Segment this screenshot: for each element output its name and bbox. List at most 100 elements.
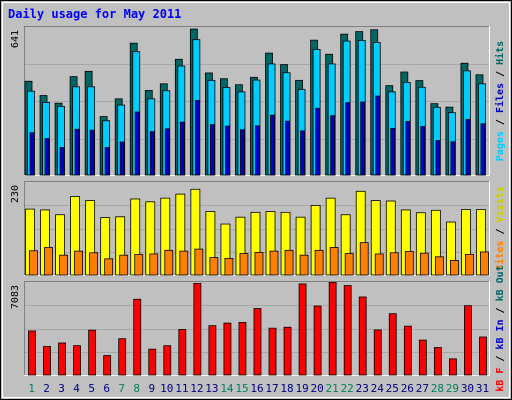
pages-bar-25 xyxy=(390,127,396,176)
sites-bar-27 xyxy=(419,252,429,276)
sites-bar-12 xyxy=(194,248,204,276)
chart-title: Daily usage for May 2011 xyxy=(8,7,181,21)
day-label-13: 13 xyxy=(205,382,218,395)
day-label-14: 14 xyxy=(220,382,234,395)
kbf-bar-17 xyxy=(268,327,277,376)
day-label-2: 2 xyxy=(43,382,50,395)
day-label-6: 6 xyxy=(103,382,110,395)
kbf-bar-10 xyxy=(163,345,172,376)
pages-bar-23 xyxy=(360,101,366,176)
pages-bar-5 xyxy=(89,129,95,176)
sites-bar-20 xyxy=(314,249,324,276)
kbf-bar-22 xyxy=(343,285,352,376)
pages-bar-6 xyxy=(104,147,110,176)
day-label-11: 11 xyxy=(175,382,188,395)
day-label-25: 25 xyxy=(386,382,399,395)
kbf-bar-12 xyxy=(193,282,202,376)
day-label-18: 18 xyxy=(280,382,293,395)
kbf-bar-9 xyxy=(148,348,157,376)
sites-bar-19 xyxy=(299,254,309,276)
sites-bar-10 xyxy=(164,249,174,276)
kbf-bar-31 xyxy=(479,336,487,376)
pages-bar-28 xyxy=(435,140,441,176)
kbf-bar-19 xyxy=(298,283,307,376)
sites-bar-28 xyxy=(434,256,444,276)
pages-bar-17 xyxy=(270,114,275,176)
day-label-29: 29 xyxy=(446,382,459,395)
kbf-bar-30 xyxy=(464,305,472,376)
kbf-bar-13 xyxy=(208,325,217,376)
day-label-23: 23 xyxy=(356,382,369,395)
day-label-9: 9 xyxy=(148,382,155,395)
day-label-17: 17 xyxy=(265,382,278,395)
pages-bar-11 xyxy=(179,121,185,176)
sites-bar-2 xyxy=(44,247,53,276)
sites-bar-4 xyxy=(74,250,83,276)
day-label-31: 31 xyxy=(476,382,489,395)
pages-bar-14 xyxy=(225,125,230,176)
pages-bar-20 xyxy=(315,107,321,176)
day-label-30: 30 xyxy=(461,382,474,395)
legend-separator: / xyxy=(495,113,506,131)
sites-bar-15 xyxy=(239,253,249,276)
sites-bar-23 xyxy=(359,242,369,276)
day-label-5: 5 xyxy=(88,382,95,395)
day-label-27: 27 xyxy=(416,382,429,395)
pages-bar-24 xyxy=(375,95,381,176)
legend-kb-out: kB Out xyxy=(495,265,506,301)
day-label-24: 24 xyxy=(371,382,385,395)
sites-bar-3 xyxy=(59,254,68,276)
pages-bar-1 xyxy=(29,132,35,176)
legend-hits: Hits xyxy=(494,41,506,65)
day-label-21: 21 xyxy=(326,382,339,395)
legend-separator: / xyxy=(495,350,506,368)
kbf-bar-23 xyxy=(358,296,367,376)
day-label-28: 28 xyxy=(431,382,444,395)
sites-bar-7 xyxy=(119,254,129,276)
kbf-bar-21 xyxy=(328,281,337,376)
legend-pages: Pages xyxy=(495,131,506,161)
kbf-bar-4 xyxy=(73,345,81,376)
pages-bar-13 xyxy=(209,124,215,176)
sites-bar-22 xyxy=(344,253,354,276)
kbf-bar-1 xyxy=(28,330,36,376)
sites-bar-26 xyxy=(404,251,414,276)
day-label-3: 3 xyxy=(58,382,65,395)
sites-bar-18 xyxy=(284,249,294,276)
kbf-bar-7 xyxy=(118,338,127,376)
legend-visits: Visits xyxy=(494,186,506,222)
pages-bar-30 xyxy=(465,118,471,176)
day-label-12: 12 xyxy=(190,382,203,395)
sites-bar-29 xyxy=(449,260,459,276)
pages-bar-10 xyxy=(164,128,170,176)
sites-bar-31 xyxy=(480,251,489,276)
pages-bar-3 xyxy=(59,147,65,176)
legend-kb-in: kB In xyxy=(495,319,506,349)
kbf-bar-14 xyxy=(223,322,232,376)
pages-bar-29 xyxy=(450,141,456,176)
pages-bar-26 xyxy=(405,121,411,176)
day-label-22: 22 xyxy=(341,382,354,395)
day-label-4: 4 xyxy=(73,382,80,395)
legend-separator: / xyxy=(495,301,506,319)
sites-bar-21 xyxy=(329,247,339,276)
legend-files: Files xyxy=(494,83,506,113)
sites-bar-6 xyxy=(104,258,114,276)
day-label-8: 8 xyxy=(133,382,140,395)
day-label-20: 20 xyxy=(311,382,324,395)
kbf-bar-3 xyxy=(58,342,66,376)
legend-sites: Sites xyxy=(494,241,506,271)
day-label-1: 1 xyxy=(28,382,35,395)
kbf-bar-29 xyxy=(448,358,457,376)
sites-bar-9 xyxy=(149,253,159,276)
pages-bar-15 xyxy=(240,129,245,176)
kbf-bar-28 xyxy=(433,347,442,376)
pages-bar-16 xyxy=(255,125,260,176)
kbf-bar-27 xyxy=(418,339,427,376)
pages-bar-21 xyxy=(330,115,336,176)
pages-bar-12 xyxy=(194,100,200,176)
day-label-16: 16 xyxy=(250,382,263,395)
kbf-bar-6 xyxy=(103,355,112,376)
pages-bar-9 xyxy=(149,131,155,176)
